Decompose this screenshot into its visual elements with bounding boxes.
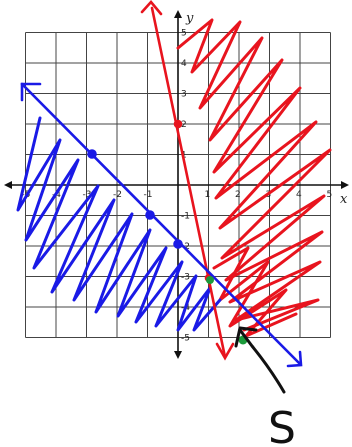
y-tick-label: -1 xyxy=(181,212,190,222)
y-tick-label: 2 xyxy=(181,120,187,130)
x-tick-label: -2 xyxy=(113,190,122,200)
y-tick-label: -5 xyxy=(181,334,190,344)
blue-boundary-line xyxy=(20,82,303,368)
y-tick-label: 3 xyxy=(181,90,187,100)
blue-point-2 xyxy=(145,210,155,220)
red-line xyxy=(150,6,227,359)
solution-annotation xyxy=(234,326,286,394)
red-arrow-bottom xyxy=(215,342,235,361)
x-tick-label: 1 xyxy=(205,190,211,200)
red-arrow-top xyxy=(140,0,163,16)
y-tick-label: 4 xyxy=(181,59,187,69)
blue-shaded-region xyxy=(16,116,222,332)
red-scribble-upper xyxy=(176,18,332,332)
solution-label: S xyxy=(268,403,296,447)
red-point-y-intercept xyxy=(173,119,183,129)
x-axis-label: x xyxy=(340,192,348,207)
x-tick-label: 4 xyxy=(296,190,302,200)
x-tick-label: -3 xyxy=(83,190,92,200)
arrow-head xyxy=(234,326,258,348)
x-tick-label: 2 xyxy=(235,190,241,200)
blue-scribble xyxy=(16,116,222,332)
blue-arrow-left xyxy=(20,82,42,102)
blue-point-1 xyxy=(87,149,97,159)
x-tick-label: 5 xyxy=(327,190,333,200)
blue-line xyxy=(20,82,302,366)
x-tick-label: -1 xyxy=(144,190,153,200)
blue-arrow-right xyxy=(286,350,303,368)
y-axis-label: y xyxy=(185,11,194,26)
y-tick-label: -3 xyxy=(181,273,190,283)
red-shaded-region xyxy=(176,18,332,338)
arrow-shaft xyxy=(238,328,286,394)
y-tick-label: 5 xyxy=(181,29,187,39)
intersection-point xyxy=(206,276,214,284)
blue-point-3 xyxy=(173,239,183,249)
